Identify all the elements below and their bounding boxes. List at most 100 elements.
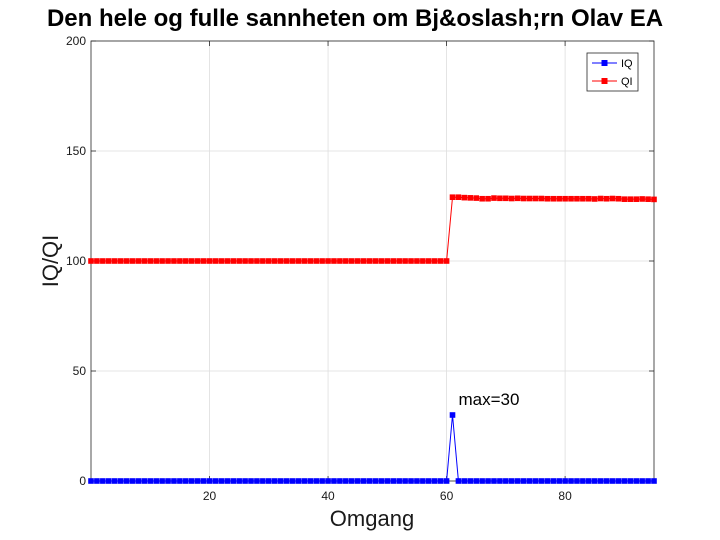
data-point-iq [141,478,148,484]
data-point-iq [431,478,438,484]
data-point-qi [188,258,195,264]
data-point-iq [265,478,272,484]
data-point-iq [615,478,622,484]
data-point-qi [194,258,201,264]
data-point-iq [206,478,213,484]
data-point-qi [627,196,634,202]
data-point-qi [129,258,136,264]
data-point-iq [200,478,207,484]
data-point-qi [141,258,148,264]
data-point-iq [514,478,521,484]
data-point-qi [283,258,290,264]
data-point-qi [171,258,177,264]
data-point-qi [165,258,171,264]
data-point-iq [544,478,551,484]
data-point-qi [319,258,325,264]
data-point-qi [295,258,302,264]
data-point-qi [414,258,420,264]
data-point-iq [248,478,254,484]
data-point-qi [449,194,456,200]
data-point-iq [538,478,545,484]
data-point-qi [473,195,480,201]
data-point-iq [354,478,361,484]
data-point-qi [301,258,308,264]
data-point-qi [479,195,485,202]
data-point-iq [171,478,177,484]
data-point-iq [135,478,142,484]
data-point-qi [544,195,551,202]
data-point-qi [485,195,491,202]
data-point-iq [301,478,308,484]
data-point-iq [574,478,580,484]
series-line-qi [91,196,655,262]
data-point-iq [343,478,349,484]
data-point-qi [591,196,598,202]
data-point-iq [603,478,610,484]
data-point-iq [325,478,331,484]
data-point-iq [508,478,515,484]
data-point-qi [177,258,183,264]
data-point-iq [627,478,634,484]
data-point-iq [105,478,112,484]
x-axis-label: Omgang [330,506,414,531]
data-point-qi [455,194,462,200]
data-point-qi [348,258,355,264]
data-point-qi [224,258,231,264]
data-point-iq [467,478,474,484]
data-point-iq [117,478,124,484]
data-point-iq [597,478,604,484]
data-point-iq [449,412,456,418]
data-point-qi [426,258,432,264]
data-point-qi [574,195,580,202]
data-point-qi [420,258,426,264]
data-point-iq [260,478,266,484]
data-point-qi [183,258,189,264]
data-point-qi [153,258,159,264]
data-point-qi [248,258,254,264]
data-point-iq [408,478,414,484]
data-point-qi [307,258,314,264]
data-point-qi [491,195,497,201]
chart-title: Den hele og fulle sannheten om Bj&oslash… [47,5,663,32]
data-point-iq [455,478,462,484]
data-point-iq [111,478,118,484]
data-point-qi [135,258,142,264]
data-point-iq [319,478,325,484]
data-point-iq [520,478,527,484]
data-point-iq [532,478,539,484]
data-point-iq [485,478,491,484]
data-point-qi [147,258,154,264]
y-tick-label: 200 [66,34,86,48]
data-point-qi [265,258,272,264]
data-point-iq [224,478,231,484]
max-annotation: max=30 [459,390,520,409]
data-point-qi [378,258,385,264]
data-point-iq [437,478,444,484]
data-point-iq [360,478,367,484]
data-point-iq [331,478,337,484]
data-point-iq [609,478,616,484]
data-point-iq [123,478,130,484]
data-point-iq [390,478,397,484]
data-point-qi [105,258,112,264]
data-point-qi [503,195,509,202]
data-point-qi [260,258,266,264]
x-tick-label: 60 [440,489,454,503]
data-point-iq [503,478,509,484]
data-point-qi [467,195,474,201]
series-line-iq [91,414,654,482]
data-point-qi [331,258,337,264]
data-point-qi [242,258,248,264]
data-point-iq [556,478,562,484]
data-point-qi [408,258,414,264]
data-point-iq [473,478,480,484]
data-point-qi [597,195,604,202]
data-point-iq [337,478,343,484]
data-point-iq [307,478,314,484]
data-point-iq [159,478,165,484]
data-point-iq [645,478,651,484]
data-point-qi [520,195,527,202]
data-point-iq [218,478,225,484]
legend-label-qi: QI [621,76,633,88]
data-point-iq [289,478,296,484]
